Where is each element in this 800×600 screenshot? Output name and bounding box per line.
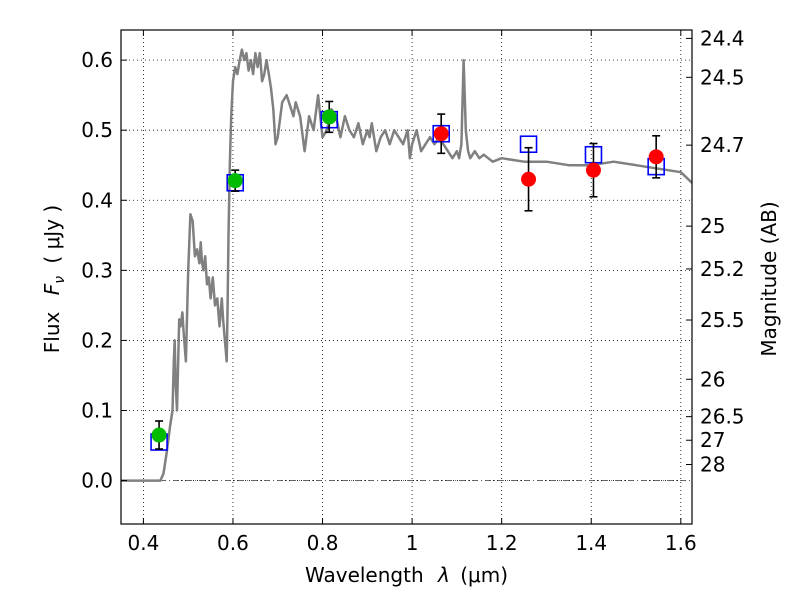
- y-tick-label: 0.2: [81, 328, 113, 352]
- y2-tick-label: 25.2: [700, 257, 745, 281]
- y2-tick-label: 26.5: [700, 405, 745, 429]
- observed-point: [433, 126, 449, 142]
- plot-frame: [120, 29, 693, 525]
- y2-axis-label: Magnitude (AB): [757, 201, 781, 356]
- y2-tick-label: 26: [700, 367, 725, 391]
- y-axis-label: Flux Fν ( μJy ): [40, 205, 69, 353]
- x-tick-label: 0.6: [217, 531, 249, 555]
- y2-tick-label: 24.7: [700, 133, 745, 157]
- y-tick-label: 0.3: [81, 258, 113, 282]
- series-layer: [121, 48, 693, 482]
- x-tick-label: 1.4: [575, 531, 607, 555]
- y-tick-label: 0.1: [81, 398, 113, 422]
- observed-point: [648, 149, 664, 165]
- x-axis-label: Wavelength λ (μm): [305, 563, 508, 587]
- y-tick-label: 0.4: [81, 188, 113, 212]
- x-tick-label: 1: [406, 531, 419, 555]
- y-tick-label: 0.0: [81, 469, 113, 493]
- x-tick-label: 0.8: [307, 531, 339, 555]
- x-axis-ticks: 0.4 0.6 0.8 1 1.2 1.4 1.6: [127, 30, 697, 555]
- y-tick-label: 0.5: [81, 118, 113, 142]
- y-axis-ticks: 0.0 0.1 0.2 0.3 0.4 0.5 0.6: [81, 48, 127, 493]
- observed-point: [151, 427, 167, 443]
- observed-point: [521, 171, 537, 187]
- x-tick-label: 1.6: [665, 531, 697, 555]
- x-tick-label: 1.2: [486, 531, 518, 555]
- observed-point: [321, 109, 337, 125]
- observed-point: [227, 173, 243, 189]
- y2-tick-label: 28: [700, 453, 725, 477]
- y2-tick-label: 24.5: [700, 65, 745, 89]
- y2-tick-label: 27: [700, 428, 725, 452]
- y2-tick-label: 25.5: [700, 308, 745, 332]
- y2-tick-label: 24.4: [700, 26, 745, 50]
- y-tick-label: 0.6: [81, 48, 113, 72]
- x-tick-label: 0.4: [127, 531, 159, 555]
- model-spectrum-line: [121, 48, 693, 482]
- y2-tick-label: 25: [700, 214, 725, 238]
- observed-point: [585, 162, 601, 178]
